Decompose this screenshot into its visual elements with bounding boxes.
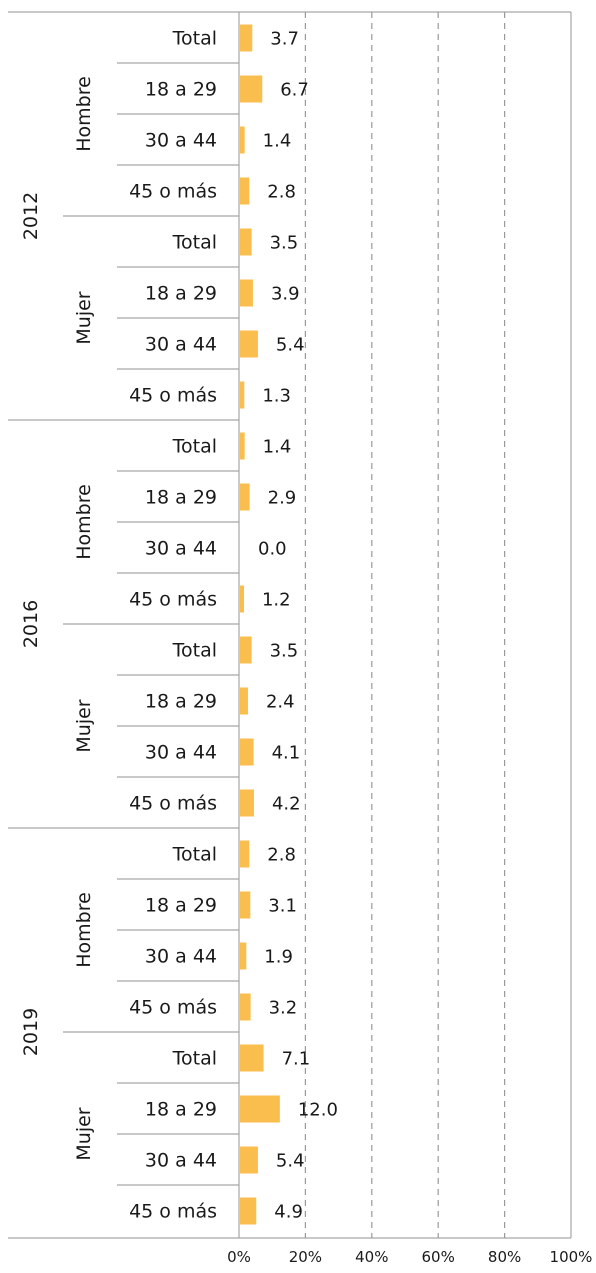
category-label: 30 a 44 (145, 742, 217, 764)
value-label: 7.1 (282, 1049, 311, 1070)
value-label: 5.4 (276, 1151, 305, 1172)
category-label: 30 a 44 (145, 334, 217, 356)
bar (240, 126, 245, 154)
bar (240, 1197, 257, 1225)
category-label: 18 a 29 (145, 1099, 217, 1121)
category-label: 45 o más (129, 997, 217, 1019)
category-label: 45 o más (129, 181, 217, 203)
year-label: 2016 (20, 600, 42, 648)
bar (240, 585, 244, 613)
value-label: 4.9 (274, 1202, 303, 1223)
category-label: 30 a 44 (145, 130, 217, 152)
category-label: Total (172, 232, 217, 254)
x-tick-label: 60% (422, 1248, 455, 1266)
year-label: 2019 (20, 1008, 42, 1056)
value-label: 3.2 (269, 998, 298, 1019)
category-label: 45 o más (129, 1201, 217, 1223)
category-label: Total (172, 28, 217, 50)
bar (240, 75, 263, 103)
value-label: 2.8 (267, 845, 296, 866)
bar (240, 942, 247, 970)
category-label: 30 a 44 (145, 946, 217, 968)
bar (240, 24, 253, 52)
category-label: 30 a 44 (145, 1150, 217, 1172)
bar (240, 1095, 280, 1123)
bar (240, 228, 252, 256)
bar (240, 330, 258, 358)
bar (240, 891, 251, 919)
value-label: 1.2 (262, 590, 291, 611)
year-label: 2012 (20, 192, 42, 240)
value-label: 3.7 (270, 29, 299, 50)
bar (240, 993, 251, 1021)
value-label: 5.4 (276, 335, 305, 356)
category-label: Total (172, 844, 217, 866)
bar (240, 1044, 264, 1072)
bar (240, 177, 250, 205)
value-label: 3.1 (268, 896, 297, 917)
value-label: 0.0 (258, 539, 287, 560)
bar (240, 432, 245, 460)
x-tick-label: 0% (227, 1248, 251, 1266)
x-tick-label: 100% (550, 1248, 593, 1266)
value-label: 3.9 (271, 284, 300, 305)
value-label: 4.1 (272, 743, 301, 764)
category-label: 18 a 29 (145, 691, 217, 713)
category-label: Total (172, 1048, 217, 1070)
group-label: Hombre (73, 76, 95, 152)
value-label: 2.9 (268, 488, 297, 509)
bar (240, 483, 250, 511)
value-label: 3.5 (270, 233, 299, 254)
value-label: 1.3 (262, 386, 291, 407)
value-label: 4.2 (272, 794, 301, 815)
category-label: 45 o más (129, 385, 217, 407)
bar (240, 840, 250, 868)
value-label: 1.9 (264, 947, 293, 968)
category-label: 18 a 29 (145, 79, 217, 101)
bar (240, 789, 254, 817)
bar (240, 279, 253, 307)
category-label: Total (172, 640, 217, 662)
category-label: 45 o más (129, 589, 217, 611)
x-tick-label: 80% (488, 1248, 521, 1266)
value-label: 12.0 (298, 1100, 338, 1121)
group-label: Mujer (73, 1107, 95, 1160)
x-tick-label: 20% (289, 1248, 322, 1266)
value-label: 1.4 (263, 437, 292, 458)
group-label: Mujer (73, 291, 95, 344)
value-label: 2.4 (266, 692, 295, 713)
value-label: 6.7 (280, 80, 309, 101)
category-label: 45 o más (129, 793, 217, 815)
category-label: Total (172, 436, 217, 458)
bar (240, 1146, 258, 1174)
category-label: 18 a 29 (145, 283, 217, 305)
bar (240, 381, 245, 409)
group-label: Hombre (73, 484, 95, 560)
value-label: 1.4 (263, 131, 292, 152)
group-label: Mujer (73, 699, 95, 752)
category-label: 18 a 29 (145, 487, 217, 509)
bar (240, 738, 254, 766)
value-label: 3.5 (270, 641, 299, 662)
group-label: Hombre (73, 892, 95, 968)
category-label: 18 a 29 (145, 895, 217, 917)
bar (240, 636, 252, 664)
x-tick-label: 40% (355, 1248, 388, 1266)
category-label: 30 a 44 (145, 538, 217, 560)
bar (240, 687, 248, 715)
value-label: 2.8 (267, 182, 296, 203)
